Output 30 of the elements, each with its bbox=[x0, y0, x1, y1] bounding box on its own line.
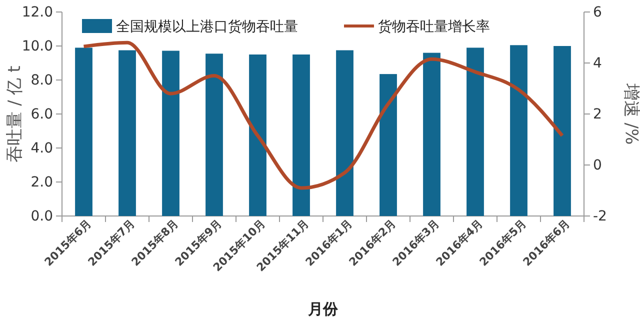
bar bbox=[292, 54, 310, 216]
bar bbox=[206, 54, 223, 216]
y2-axis-title: 增速 /% bbox=[621, 82, 640, 145]
y-tick-label: 8.0 bbox=[30, 72, 53, 88]
bar bbox=[118, 50, 136, 216]
bar bbox=[162, 50, 180, 216]
legend-label: 货物吞吐量增长率 bbox=[378, 19, 490, 35]
bar bbox=[423, 52, 440, 216]
y2-tick-label: 2 bbox=[593, 106, 602, 122]
y-tick-label: 10.0 bbox=[22, 38, 53, 54]
y-tick-label: 2.0 bbox=[30, 174, 53, 190]
bar bbox=[75, 48, 92, 216]
y2-tick-label: 4 bbox=[593, 55, 602, 72]
x-axis-title: 月份 bbox=[307, 300, 339, 318]
y2-tick-label: 0 bbox=[593, 157, 602, 174]
y2-tick-label: 6 bbox=[593, 4, 602, 20]
bar bbox=[336, 50, 354, 216]
y-tick-label: 12.0 bbox=[22, 4, 53, 20]
bar bbox=[249, 54, 266, 216]
bar bbox=[466, 48, 484, 216]
bar bbox=[554, 46, 571, 216]
bar bbox=[510, 45, 528, 216]
y-tick-label: 4.0 bbox=[30, 140, 53, 156]
line-series bbox=[82, 40, 564, 190]
y2-tick-label: -2 bbox=[593, 208, 607, 224]
legend-label: 全国规模以上港口货物吞吐量 bbox=[116, 19, 298, 35]
y-axis-title: 吞吐量 / 亿 t bbox=[5, 65, 25, 162]
bar bbox=[380, 74, 397, 216]
y-tick-label: 6.0 bbox=[30, 106, 53, 122]
y-tick-label: 0.0 bbox=[30, 208, 53, 224]
